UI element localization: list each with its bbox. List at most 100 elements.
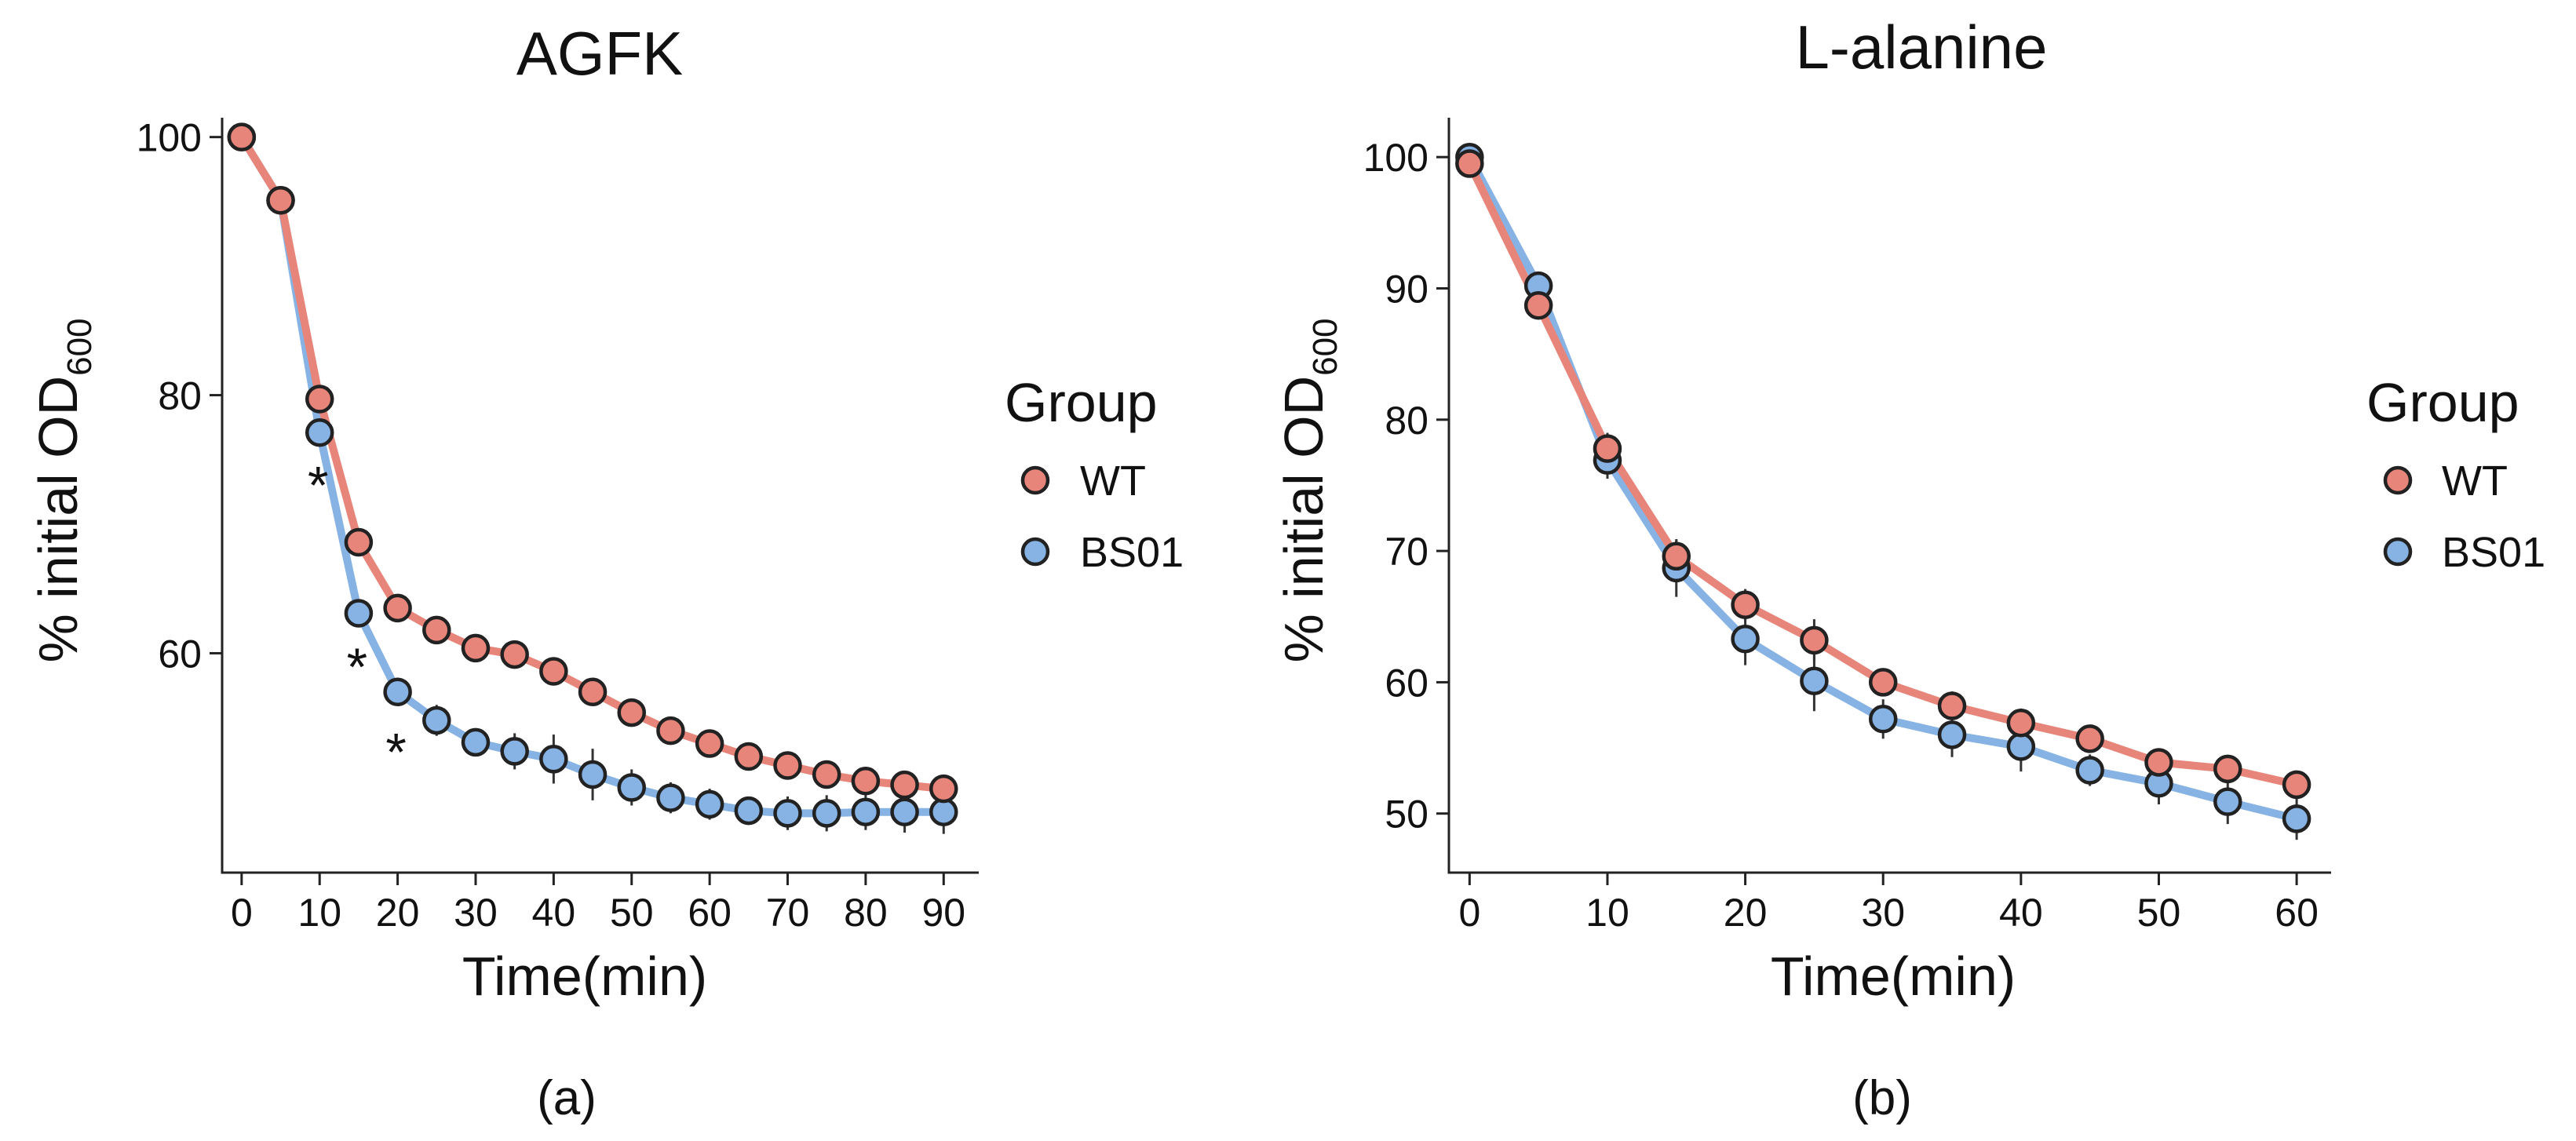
- data-point-wt: [1868, 668, 1898, 697]
- data-point-bs01: [2075, 756, 2104, 785]
- data-point-bs01: [695, 789, 724, 819]
- data-point-wt: [1937, 691, 1967, 720]
- legend-label-bs01: BS01: [1080, 529, 1184, 576]
- data-point-bs01: [1868, 705, 1898, 734]
- data-point-bs01: [2213, 787, 2242, 816]
- data-point-bs01: [500, 737, 529, 766]
- data-point-bs01: [344, 599, 374, 628]
- data-point-wt: [695, 729, 724, 758]
- svg-text:% initial OD600: % initial OD600: [1273, 318, 1345, 662]
- data-point-bs01: [461, 727, 491, 757]
- data-point-bs01: [383, 677, 412, 707]
- data-point-wt: [2006, 709, 2036, 738]
- y-tick-label: 60: [158, 632, 202, 676]
- data-point-bs01: [617, 773, 647, 802]
- data-point-wt: [773, 751, 802, 780]
- data-point-bs01: [1937, 720, 1967, 749]
- plot-area: 0 10 20 30 40 50 60 50 60 70 80 90 100: [1363, 118, 2331, 935]
- x-tick-label: 0: [1458, 891, 1480, 935]
- legend-label-wt: WT: [2442, 457, 2508, 505]
- data-point-wt: [656, 716, 685, 745]
- data-point-wt: [578, 677, 608, 707]
- y-axis-title: % initial OD600: [27, 318, 99, 662]
- x-tick-label: 10: [1585, 891, 1629, 935]
- data-point-wt: [422, 615, 451, 645]
- data-point-wt: [929, 774, 958, 804]
- x-tick-label: 40: [532, 891, 576, 935]
- y-axis-title-text: % initial OD: [1273, 376, 1334, 663]
- y-axis-title-text: % initial OD: [27, 376, 89, 663]
- data-point-bs01: [656, 783, 685, 812]
- data-point-bs01: [2006, 732, 2036, 761]
- panel-label: (b): [1852, 1071, 1912, 1125]
- y-tick-label: 80: [1385, 399, 1428, 443]
- y-tick-label: 90: [1385, 267, 1428, 311]
- data-point-bs01: [929, 797, 958, 826]
- data-point-bs01: [422, 705, 451, 735]
- x-tick-label: 90: [921, 891, 965, 935]
- chart-panel-agfk: AGFK % initial OD600 Time(min) (a) 0 10 20…: [27, 19, 1184, 1125]
- chart-title: L-alanine: [1796, 13, 2048, 82]
- legend-marker-bs01: [1020, 537, 1050, 567]
- data-point-wt: [1662, 541, 1691, 571]
- data-point-wt: [890, 770, 919, 800]
- significance-star: *: [308, 455, 328, 515]
- data-point-bs01: [734, 796, 764, 826]
- data-point-wt: [1731, 590, 1760, 619]
- data-point-bs01: [890, 797, 919, 826]
- data-point-wt: [617, 698, 647, 727]
- legend: Group WT BS01: [1005, 372, 1184, 576]
- x-tick-label: 10: [297, 891, 341, 935]
- significance-star: *: [385, 723, 406, 782]
- data-point-bs01: [578, 760, 608, 789]
- data-point-bs01: [539, 745, 568, 774]
- chart-panel-l-alanine: L-alanine % initial OD600 Time(min) (b) …: [1273, 13, 2545, 1125]
- legend-title: Group: [1005, 372, 1158, 433]
- data-point-bs01: [851, 797, 881, 826]
- x-tick-label: 20: [376, 891, 420, 935]
- y-tick-label: 100: [137, 116, 202, 160]
- x-tick-label: 60: [2275, 891, 2319, 935]
- x-tick-label: 30: [1861, 891, 1905, 935]
- legend-label-wt: WT: [1080, 457, 1146, 505]
- data-point-wt: [1800, 625, 1829, 655]
- data-point-wt: [383, 593, 412, 623]
- x-tick-label: 0: [231, 891, 253, 935]
- data-point-wt: [500, 640, 529, 669]
- x-axis-title: Time(min): [462, 946, 707, 1007]
- data-point-wt: [2144, 748, 2173, 777]
- y-axis-title-subscript: 600: [60, 318, 99, 375]
- data-point-bs01: [305, 417, 334, 447]
- data-point-wt: [734, 742, 764, 771]
- x-tick-label: 20: [1724, 891, 1768, 935]
- y-tick-label: 100: [1363, 136, 1428, 180]
- data-point-wt: [227, 122, 257, 151]
- legend-marker-wt: [2383, 465, 2413, 495]
- y-tick-label: 80: [158, 374, 202, 418]
- x-tick-label: 60: [688, 891, 732, 935]
- x-tick-label: 40: [1999, 891, 2043, 935]
- panel-label: (a): [537, 1071, 597, 1125]
- x-axis-title: Time(min): [1771, 946, 2016, 1007]
- data-point-wt: [1455, 149, 1484, 178]
- y-axis-title-subscript: 600: [1306, 318, 1345, 375]
- y-tick-label: 60: [1385, 661, 1428, 705]
- chart-title: AGFK: [516, 19, 683, 88]
- plot-area: 0 10 20 30 40 50 60 70 80 90 60 80 100 * * *: [137, 116, 979, 935]
- x-tick-label: 50: [2137, 891, 2181, 935]
- series-line-bs01: [237, 133, 948, 818]
- x-tick-label: 80: [844, 891, 888, 935]
- data-point-wt: [344, 527, 374, 557]
- data-point-bs01: [1731, 624, 1760, 654]
- x-tick-label: 30: [454, 891, 498, 935]
- x-tick-label: 70: [766, 891, 810, 935]
- significance-star: *: [347, 637, 367, 697]
- data-point-wt: [539, 657, 568, 686]
- legend-marker-wt: [1020, 465, 1050, 495]
- data-point-bs01: [773, 799, 802, 828]
- y-axis-title: % initial OD600: [1273, 318, 1345, 662]
- legend-title: Group: [2366, 372, 2519, 433]
- y-tick-label: 70: [1385, 530, 1428, 574]
- data-point-wt: [2075, 724, 2104, 753]
